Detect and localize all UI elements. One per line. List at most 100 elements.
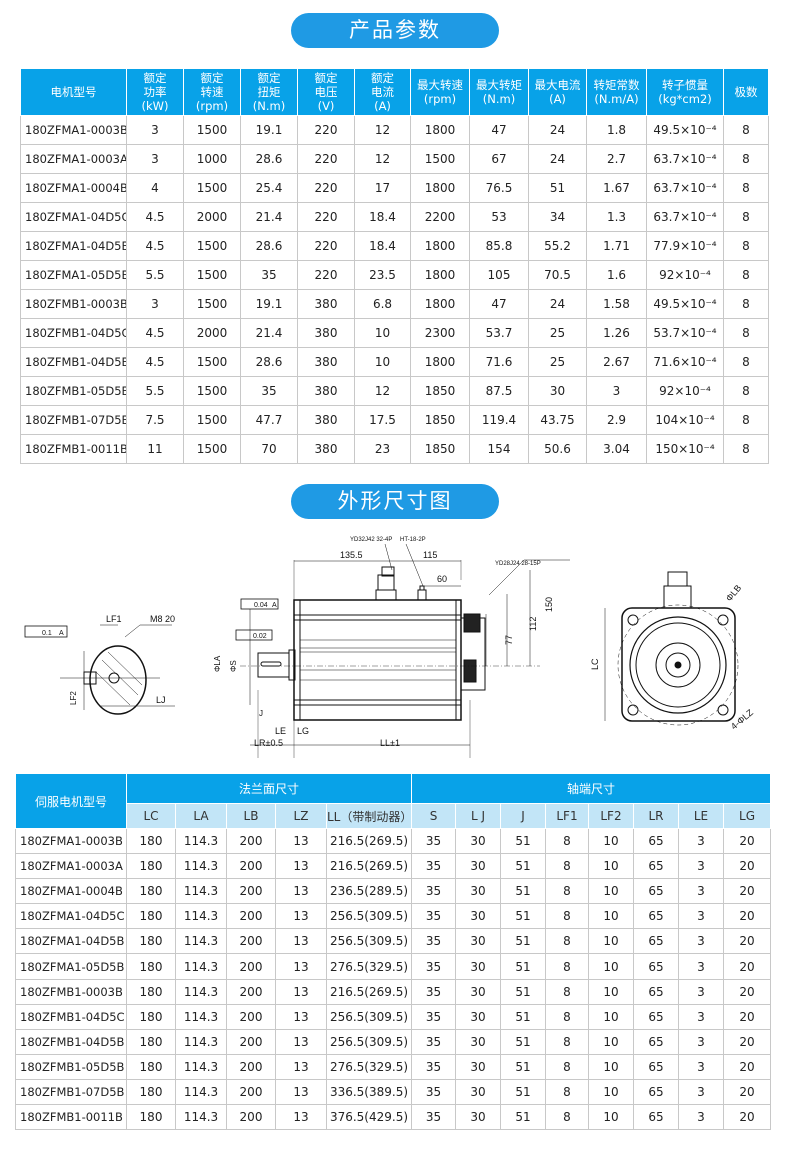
- table-cell: 19.1: [240, 289, 298, 319]
- table-cell: 20: [722, 853, 772, 880]
- params-header-cell: 最大电流 (A): [528, 68, 587, 116]
- table-cell: 8: [545, 978, 589, 1005]
- table-cell: 65: [633, 928, 679, 955]
- table-cell: 8: [723, 318, 769, 348]
- table-cell: 1850: [410, 405, 470, 435]
- table-cell: 51: [500, 928, 546, 955]
- table-cell: 65: [633, 903, 679, 930]
- tol-0-1: 0.1: [42, 630, 52, 637]
- table-cell: 10: [588, 1028, 634, 1055]
- dimensions-table: 伺服电机型号 法兰面尺寸 轴端尺寸 LC LA LB LZ LL（带制动器） S L J J LF1…: [15, 773, 772, 1131]
- dim-lf1: LF1: [106, 614, 122, 624]
- table-cell: 30: [455, 827, 501, 855]
- table-cell: 63.7×10⁻⁴: [646, 202, 724, 232]
- params-header-cell: 转矩常数 (N.m/A): [586, 68, 647, 116]
- dims-subheader-cell: LB: [226, 803, 276, 829]
- table-cell: 119.4: [469, 405, 529, 435]
- table-cell: 20: [722, 878, 772, 905]
- motor-side-view: [235, 543, 570, 758]
- dim-lb: ΦLB: [724, 583, 743, 603]
- table-cell: 114.3: [175, 827, 227, 855]
- table-cell: 1500: [183, 231, 241, 261]
- model-cell: 180ZFMB1-04D5B: [20, 347, 127, 377]
- model-cell: 180ZFMA1-0003B: [20, 115, 127, 145]
- params-header-cell: 额定 电压 (V): [297, 68, 355, 116]
- table-cell: 51: [500, 1053, 546, 1080]
- table-cell: 10: [588, 953, 634, 980]
- table-cell: 51: [500, 1028, 546, 1055]
- table-cell: 3: [678, 978, 724, 1005]
- table-cell: 1.8: [586, 115, 647, 145]
- dim-j: J: [259, 709, 263, 718]
- table-cell: 380: [297, 405, 355, 435]
- table-cell: 10: [588, 853, 634, 880]
- table-cell: 4.5: [126, 202, 184, 232]
- table-cell: 3: [678, 1053, 724, 1080]
- table-cell: 12: [354, 115, 411, 145]
- dim-lf2: LF2: [69, 691, 78, 705]
- table-cell: 87.5: [469, 376, 529, 406]
- table-row: 180ZFMB1-0003B 180 114.3 200 13 216.5(269.5) 3…: [15, 978, 772, 1005]
- dim-s: ΦS: [229, 660, 238, 672]
- table-cell: 10: [588, 978, 634, 1005]
- model-cell: 180ZFMB1-0003B: [15, 978, 127, 1005]
- table-cell: 180: [126, 1104, 176, 1131]
- table-cell: 104×10⁻⁴: [646, 405, 724, 435]
- table-cell: 200: [226, 903, 276, 930]
- table-cell: 47: [469, 289, 529, 319]
- table-cell: 8: [545, 953, 589, 980]
- table-cell: 114.3: [175, 1078, 227, 1106]
- table-cell: 35: [411, 903, 456, 930]
- model-cell: 180ZFMA1-04D5C: [20, 202, 127, 232]
- table-cell: 65: [633, 1028, 679, 1055]
- model-cell: 180ZFMB1-04D5B: [15, 1028, 127, 1055]
- dims-subheader-cell: LG: [722, 803, 772, 829]
- table-cell: 13: [275, 1053, 327, 1080]
- table-cell: 51: [500, 827, 546, 855]
- table-row: 180ZFMA1-04D5B 4.5 1500 28.6 220 18.4 1800 85.8…: [20, 231, 769, 261]
- table-cell: 8: [545, 1053, 589, 1080]
- params-header-cell: 额定 电流 (A): [354, 68, 411, 116]
- table-cell: 13: [275, 953, 327, 980]
- table-cell: 20: [722, 1104, 772, 1131]
- table-cell: 20: [722, 953, 772, 980]
- table-cell: 20: [722, 903, 772, 930]
- table-cell: 71.6: [469, 347, 529, 377]
- dims-subheader-cell: LF1: [545, 803, 589, 829]
- table-cell: 3: [678, 853, 724, 880]
- table-cell: 51: [500, 1078, 546, 1106]
- table-row: 180ZFMB1-04D5C 180 114.3 200 13 256.5(309.5) 3…: [15, 1003, 772, 1030]
- table-cell: 53: [469, 202, 529, 232]
- dims-subheader-cell: L J: [455, 803, 501, 829]
- table-cell: 47.7: [240, 405, 298, 435]
- table-cell: 30: [455, 1104, 501, 1131]
- table-cell: 8: [723, 347, 769, 377]
- datum-a: A: [272, 602, 277, 609]
- table-cell: 20: [722, 1028, 772, 1055]
- table-cell: 63.7×10⁻⁴: [646, 144, 724, 174]
- table-cell: 114.3: [175, 903, 227, 930]
- table-cell: 1800: [410, 289, 470, 319]
- table-cell: 21.4: [240, 318, 298, 348]
- table-row: 180ZFMB1-0011B 180 114.3 200 13 376.5(429.5) 3…: [15, 1104, 772, 1131]
- table-cell: 114.3: [175, 1104, 227, 1131]
- table-cell: 65: [633, 878, 679, 905]
- table-cell: 2000: [183, 318, 241, 348]
- table-cell: 8: [545, 903, 589, 930]
- table-row: 180ZFMB1-04D5B 180 114.3 200 13 256.5(309.5) 3…: [15, 1028, 772, 1055]
- table-cell: 114.3: [175, 953, 227, 980]
- table-cell: 1800: [410, 347, 470, 377]
- table-cell: 30: [528, 376, 587, 406]
- table-cell: 114.3: [175, 878, 227, 905]
- table-cell: 8: [723, 260, 769, 290]
- model-header: 伺服电机型号: [15, 773, 127, 829]
- table-cell: 51: [500, 853, 546, 880]
- table-cell: 180: [126, 928, 176, 955]
- table-cell: 92×10⁻⁴: [646, 376, 724, 406]
- table-cell: 8: [723, 202, 769, 232]
- dim-la: ΦLA: [213, 655, 222, 672]
- table-cell: 13: [275, 978, 327, 1005]
- table-cell: 30: [455, 1078, 501, 1106]
- tol-0-04: 0.04: [254, 602, 268, 609]
- table-cell: 10: [588, 1053, 634, 1080]
